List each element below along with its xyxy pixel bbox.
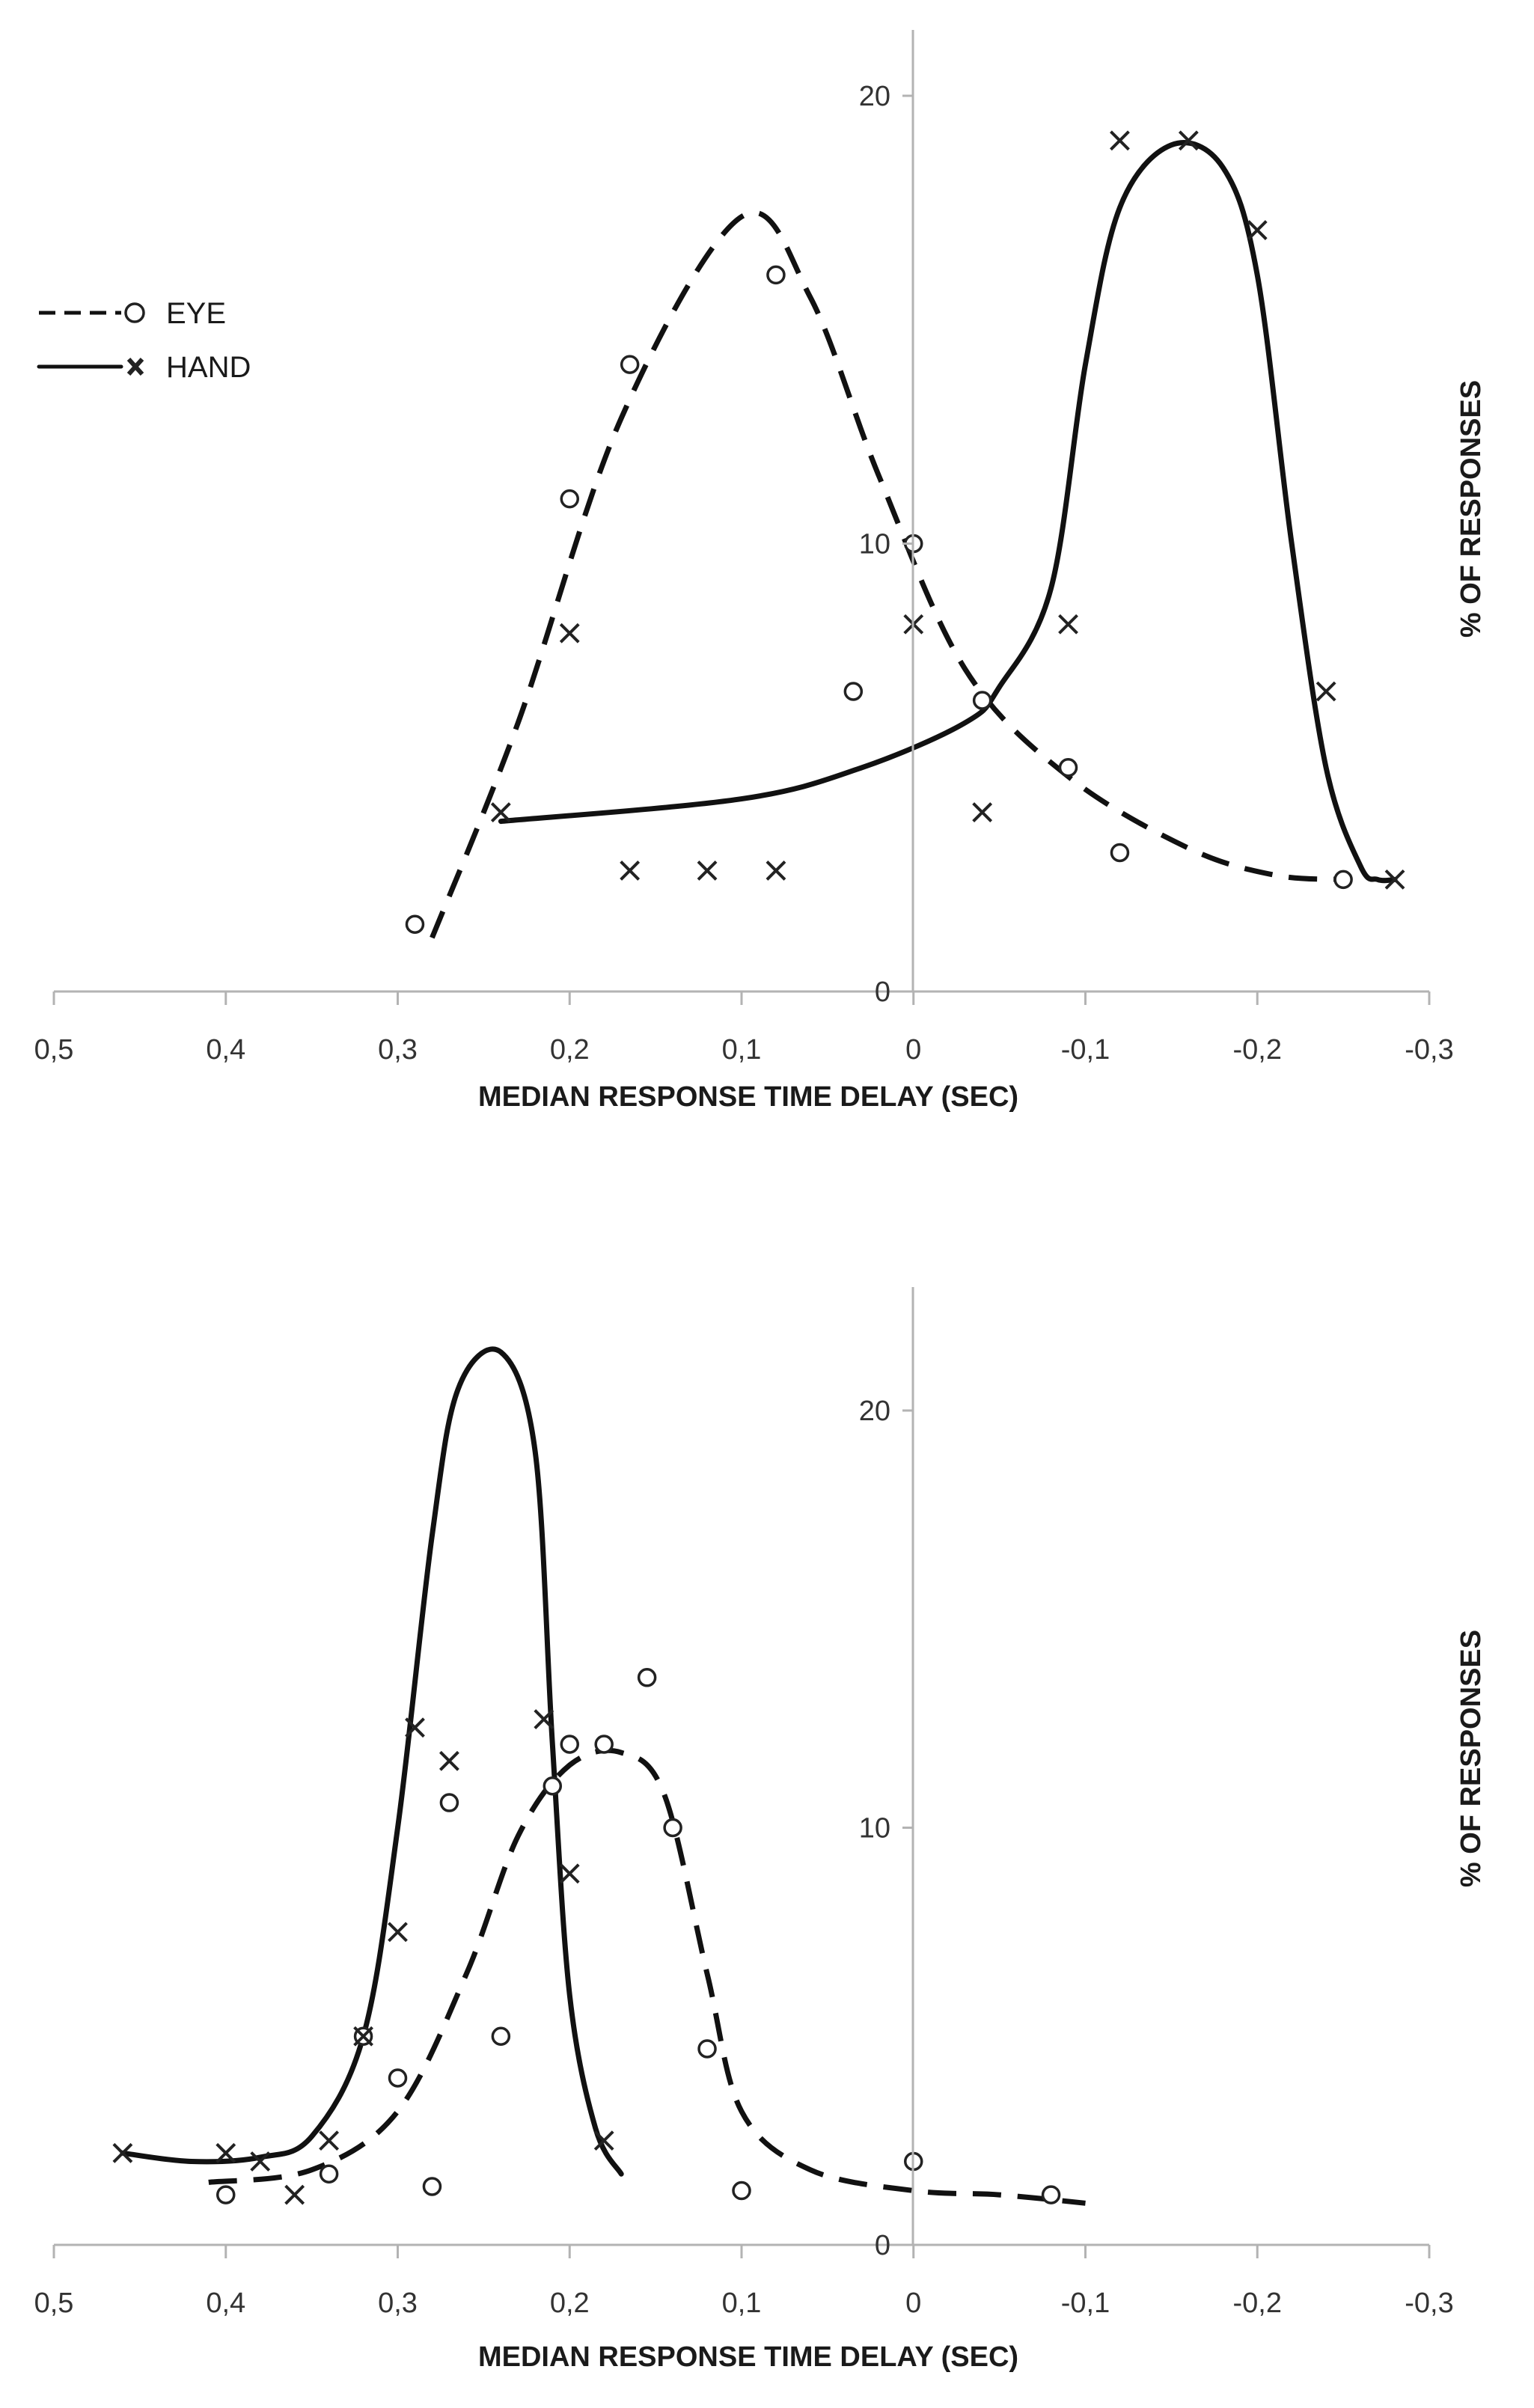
- hand-data-point: [534, 1709, 554, 1729]
- hand-data-point: [319, 2130, 340, 2151]
- y-axis-label: % OF RESPONSES: [1455, 1630, 1487, 1887]
- x-tick-label: 0,4: [206, 1034, 245, 1066]
- y-tick-label: 10: [859, 529, 890, 560]
- eye-data-point: [543, 1776, 563, 1796]
- x-tick-label: -0,1: [1061, 1034, 1110, 1066]
- x-tick-label: 0,2: [550, 2288, 590, 2319]
- hand-data-point: [388, 1922, 408, 1943]
- hand-data-point: [216, 2142, 236, 2163]
- eye-data-point: [843, 682, 864, 701]
- x-tick-label: -0,1: [1061, 2288, 1110, 2319]
- eye-data-point: [972, 691, 992, 710]
- bottom-chart-panel: 0,5 0,4 0,3 0,2 0,1 0 -0,1 -0,2 -0,3 0 10 20 MEDIAN…: [34, 1287, 1487, 2373]
- eye-data-point: [560, 489, 579, 509]
- x-tick-label: 0,3: [378, 1034, 418, 1066]
- eye-data-point: [697, 2039, 717, 2059]
- y-tick-label: 20: [859, 1396, 890, 1427]
- x-tick-label: 0,3: [378, 2288, 418, 2319]
- eye-data-point: [1110, 843, 1130, 863]
- y-axis-label: % OF RESPONSES: [1455, 380, 1487, 638]
- hand-data-point: [1110, 130, 1130, 151]
- top-chart-panel: 0,5 0,4 0,3 0,2 0,1 0 -0,1 -0,2 -0,3 0 10 20 MEDIAN…: [34, 30, 1487, 1113]
- eye-data-point: [1041, 2185, 1061, 2204]
- hand-data-point: [284, 2184, 305, 2205]
- eye-fit-curve: [430, 210, 1344, 939]
- eye-data-point: [1333, 870, 1353, 890]
- x-tick-label: -0,2: [1233, 2288, 1282, 2319]
- eye-data-point: [637, 1668, 657, 1687]
- eye-data-point: [1058, 758, 1078, 777]
- eye-data-point: [620, 355, 640, 374]
- hand-data-point: [559, 1863, 580, 1884]
- hand-data-point: [972, 802, 993, 823]
- hand-data-point: [766, 860, 786, 881]
- hand-data-point: [1315, 681, 1336, 702]
- x-tick-label: 0,2: [550, 1034, 590, 1066]
- hand-fit-curve: [120, 1346, 624, 2177]
- eye-fit-curve: [208, 1747, 1086, 2206]
- y-tick-label: 10: [859, 1813, 890, 1845]
- eye-data-point: [491, 2026, 511, 2046]
- hand-data-point: [559, 623, 580, 644]
- eye-data-point: [422, 2177, 442, 2196]
- hand-data-point: [1058, 614, 1078, 635]
- eye-data-point: [594, 1735, 614, 1754]
- x-tick-label: 0,5: [34, 2288, 74, 2319]
- y-tick-label: 0: [875, 977, 890, 1008]
- eye-data-point: [405, 914, 425, 934]
- eye-data-point: [388, 2068, 408, 2088]
- legend: EYE HAND: [37, 297, 251, 384]
- hand-data-point: [620, 860, 641, 881]
- eye-data-point: [439, 1793, 459, 1812]
- x-tick-label: 0,1: [722, 2288, 762, 2319]
- x-axis-label: MEDIAN RESPONSE TIME DELAY (SEC): [478, 1081, 1018, 1113]
- x-tick-label: -0,2: [1233, 1034, 1282, 1066]
- x-tick-label: 0: [905, 1034, 921, 1066]
- eye-data-point: [560, 1735, 579, 1754]
- x-tick-label: -0,3: [1405, 2288, 1453, 2319]
- legend-eye-label: EYE: [166, 297, 226, 330]
- eye-data-point: [766, 265, 786, 285]
- y-tick-label: 0: [875, 2230, 890, 2261]
- legend-hand-marker-icon: [126, 357, 144, 376]
- hand-data-point: [490, 802, 511, 823]
- hand-data-point: [405, 1717, 425, 1738]
- x-tick-label: -0,3: [1405, 1034, 1453, 1066]
- x-tick-label: 0: [905, 2288, 921, 2319]
- x-tick-label: 0,5: [34, 1034, 74, 1066]
- x-tick-label: 0,4: [206, 2288, 245, 2319]
- x-tick-label: 0,1: [722, 1034, 762, 1066]
- hand-data-point: [593, 2130, 614, 2151]
- hand-data-point: [353, 2026, 373, 2047]
- hand-data-point: [439, 1750, 459, 1771]
- eye-data-point: [663, 1818, 682, 1838]
- hand-data-point: [1247, 220, 1268, 240]
- hand-data-point: [250, 2151, 271, 2172]
- y-tick-label: 20: [859, 81, 890, 112]
- eye-data-point: [319, 2164, 339, 2184]
- x-axis-label: MEDIAN RESPONSE TIME DELAY (SEC): [478, 2341, 1018, 2373]
- hand-fit-curve: [498, 140, 1398, 884]
- eye-data-point: [216, 2185, 236, 2204]
- hand-data-point: [697, 860, 718, 881]
- hand-data-point: [1384, 869, 1405, 890]
- legend-hand-label: HAND: [166, 351, 251, 384]
- hand-data-point: [1178, 130, 1199, 151]
- hand-data-point: [112, 2142, 133, 2163]
- legend-eye-marker-icon: [124, 302, 145, 323]
- eye-data-point: [732, 2181, 751, 2201]
